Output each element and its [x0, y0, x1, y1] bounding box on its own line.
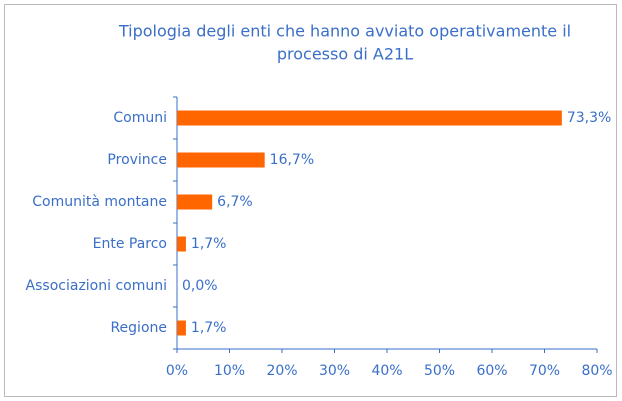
- x-tick-label: 30%: [319, 363, 350, 379]
- x-tick-label: 20%: [266, 363, 297, 379]
- y-tick-label: Comuni: [113, 110, 167, 126]
- x-tick-label: 80%: [581, 363, 612, 379]
- value-label: 6,7%: [217, 194, 253, 210]
- x-tick-label: 0%: [166, 363, 188, 379]
- bar: [177, 320, 186, 336]
- y-tick-label: Province: [107, 152, 167, 168]
- x-tick-label: 50%: [424, 363, 455, 379]
- y-tick-label: Associazioni comuni: [26, 278, 167, 294]
- y-tick-label: Comunità montane: [32, 194, 167, 210]
- bar: [177, 110, 562, 126]
- value-label: 1,7%: [191, 236, 227, 252]
- chart-title: Tipologia degli enti che hanno avviato o…: [118, 22, 571, 41]
- x-tick-label: 60%: [476, 363, 507, 379]
- y-tick-label: Regione: [110, 320, 167, 336]
- x-tick-label: 10%: [214, 363, 245, 379]
- bar: [177, 194, 213, 210]
- value-label: 0,0%: [182, 278, 218, 294]
- bar: [177, 236, 186, 252]
- bar: [177, 152, 265, 168]
- x-tick-label: 70%: [529, 363, 560, 379]
- value-label: 1,7%: [191, 320, 227, 336]
- value-label: 16,7%: [270, 152, 314, 168]
- value-label: 73,3%: [567, 110, 611, 126]
- x-tick-label: 40%: [371, 363, 402, 379]
- chart-title: processo di A21L: [277, 45, 413, 64]
- frame: [4, 4, 617, 397]
- y-tick-label: Ente Parco: [93, 236, 167, 252]
